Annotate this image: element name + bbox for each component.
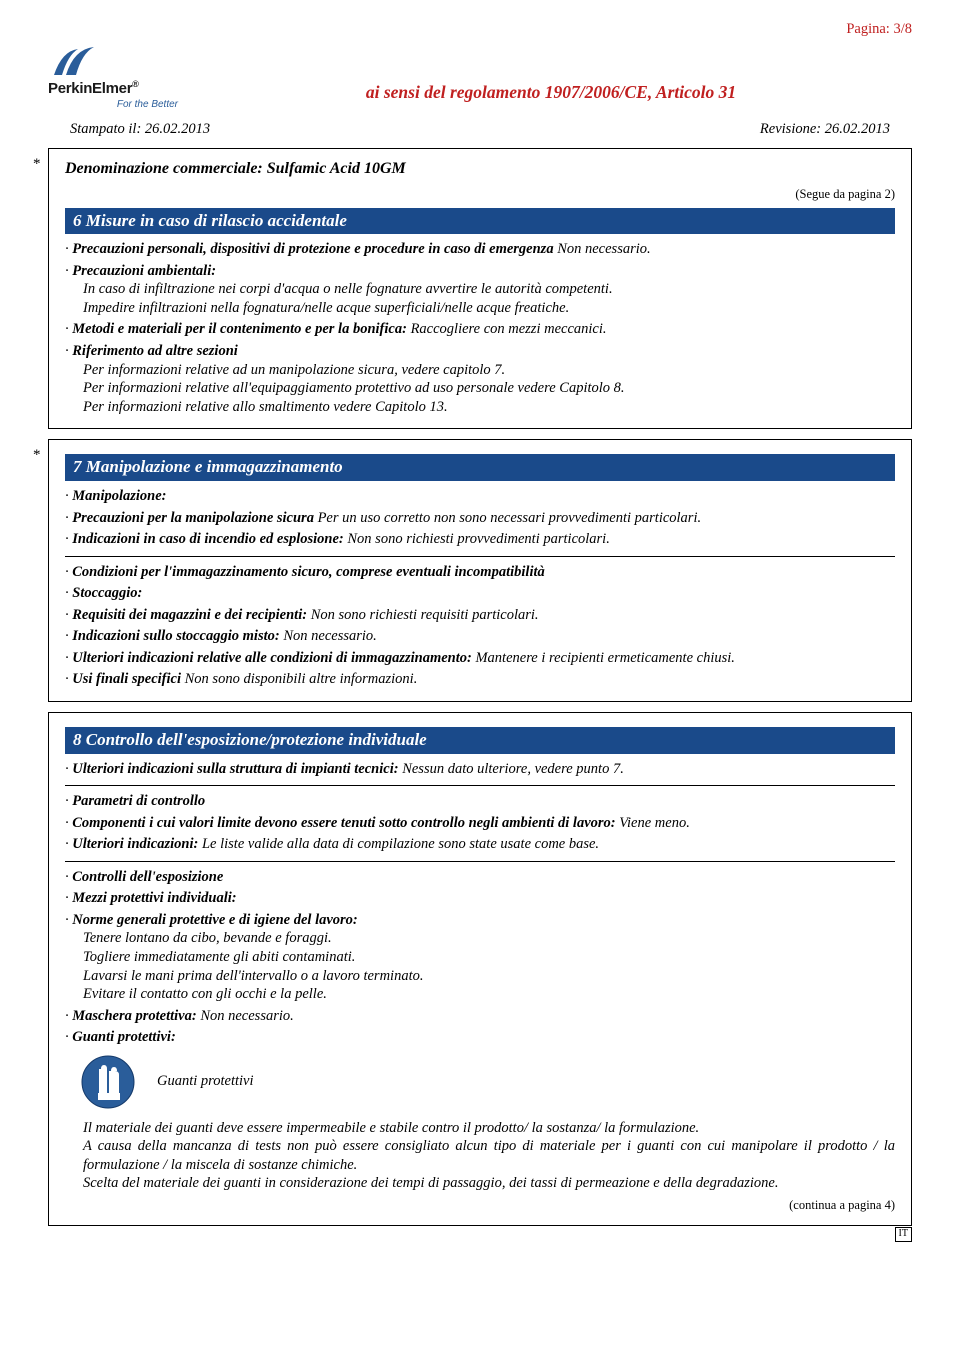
s8-p2: · Parametri di controllo	[65, 792, 895, 811]
s8-p5: · Controlli dell'esposizione	[65, 868, 895, 887]
continued-next-label: (continua a pagina 4)	[65, 1197, 895, 1213]
s7-p7: · Indicazioni sullo stoccaggio misto: No…	[65, 627, 895, 646]
s8-p7-line1: Tenere lontano da cibo, bevande e foragg…	[65, 929, 895, 948]
section-6-header: 6 Misure in caso di rilascio accidentale	[65, 208, 895, 235]
s8-p1: · Ulteriori indicazioni sulla struttura …	[65, 760, 895, 779]
brand-tagline: For the Better	[48, 99, 178, 112]
document-title: ai sensi del regolamento 1907/2006/CE, A…	[190, 81, 912, 103]
meta-row: Stampato il: 26.02.2013 Revisione: 26.02…	[48, 120, 912, 139]
s7-p6: · Requisiti dei magazzini e dei recipien…	[65, 606, 895, 625]
s6-p2-label: · Precauzioni ambientali:	[65, 262, 895, 281]
s8-p8: · Maschera protettiva: Non necessario.	[65, 1007, 895, 1026]
s7-p4: · Condizioni per l'immagazzinamento sicu…	[65, 563, 895, 582]
s6-p4-label: · Riferimento ad altre sezioni	[65, 342, 895, 361]
page-number: Pagina: 3/8	[48, 20, 912, 39]
s8-p7-label: · Norme generali protettive e di igiene …	[65, 911, 895, 930]
s8-g3: Scelta del materiale dei guanti in consi…	[65, 1174, 895, 1193]
printed-date: Stampato il: 26.02.2013	[70, 120, 210, 139]
section-6-box: * Denominazione commerciale: Sulfamic Ac…	[48, 148, 912, 429]
s8-p4: · Ulteriori indicazioni: Le liste valide…	[65, 835, 895, 854]
s7-p9: · Usi finali specifici Non sono disponib…	[65, 670, 895, 689]
s8-p6: · Mezzi protettivi individuali:	[65, 889, 895, 908]
section-8-header: 8 Controllo dell'esposizione/protezione …	[65, 727, 895, 754]
brand-name: PerkinElmer®	[48, 79, 139, 98]
divider	[65, 556, 895, 557]
s8-p7-line3: Lavarsi le mani prima dell'intervallo o …	[65, 967, 895, 986]
s8-p7-line4: Evitare il contatto con gli occhi e la p…	[65, 985, 895, 1004]
s6-p4-line3: Per informazioni relative allo smaltimen…	[65, 398, 895, 417]
divider	[65, 785, 895, 786]
section-7-header: 7 Manipolazione e immagazzinamento	[65, 454, 895, 481]
asterisk-marker: *	[33, 155, 41, 174]
s7-p5: · Stoccaggio:	[65, 584, 895, 603]
s8-g1: Il materiale dei guanti deve essere impe…	[65, 1119, 895, 1138]
brand-logo-block: PerkinElmer® For the Better	[48, 45, 178, 112]
s8-p3: · Componenti i cui valori limite devono …	[65, 814, 895, 833]
s6-p2-line2: Impedire infiltrazioni nella fognatura/n…	[65, 299, 895, 318]
section-8-box: 8 Controllo dell'esposizione/protezione …	[48, 712, 912, 1226]
s6-p4-line1: Per informazioni relative ad un manipola…	[65, 361, 895, 380]
s7-p1: · Manipolazione:	[65, 487, 895, 506]
s7-p3: · Indicazioni in caso di incendio ed esp…	[65, 530, 895, 549]
gloves-pictogram-row: Guanti protettivi	[81, 1055, 895, 1109]
s6-p3: · Metodi e materiali per il contenimento…	[65, 320, 895, 339]
s7-p8: · Ulteriori indicazioni relative alle co…	[65, 649, 895, 668]
asterisk-marker: *	[33, 446, 41, 465]
s8-g2: A causa della mancanza di tests non può …	[65, 1137, 895, 1174]
gloves-icon	[81, 1055, 135, 1109]
section-7-box: * 7 Manipolazione e immagazzinamento · M…	[48, 439, 912, 702]
revision-date: Revisione: 26.02.2013	[760, 120, 890, 139]
s7-p2: · Precauzioni per la manipolazione sicur…	[65, 509, 895, 528]
brand-swoosh-icon	[48, 45, 98, 79]
divider	[65, 861, 895, 862]
gloves-caption: Guanti protettivi	[157, 1072, 254, 1091]
s6-p2-line1: In caso di infiltrazione nei corpi d'acq…	[65, 280, 895, 299]
continued-from-label: (Segue da pagina 2)	[65, 186, 895, 202]
page-header: PerkinElmer® For the Better ai sensi del…	[48, 45, 912, 112]
product-name: Denominazione commerciale: Sulfamic Acid…	[65, 159, 895, 179]
s8-p7-line2: Togliere immediatamente gli abiti contam…	[65, 948, 895, 967]
s6-p4-line2: Per informazioni relative all'equipaggia…	[65, 379, 895, 398]
s8-p9: · Guanti protettivi:	[65, 1028, 895, 1047]
document-page: Pagina: 3/8 PerkinElmer® For the Better …	[0, 0, 960, 1256]
s6-p1: · Precauzioni personali, dispositivi di …	[65, 240, 895, 259]
language-code-box: IT	[895, 1227, 912, 1242]
